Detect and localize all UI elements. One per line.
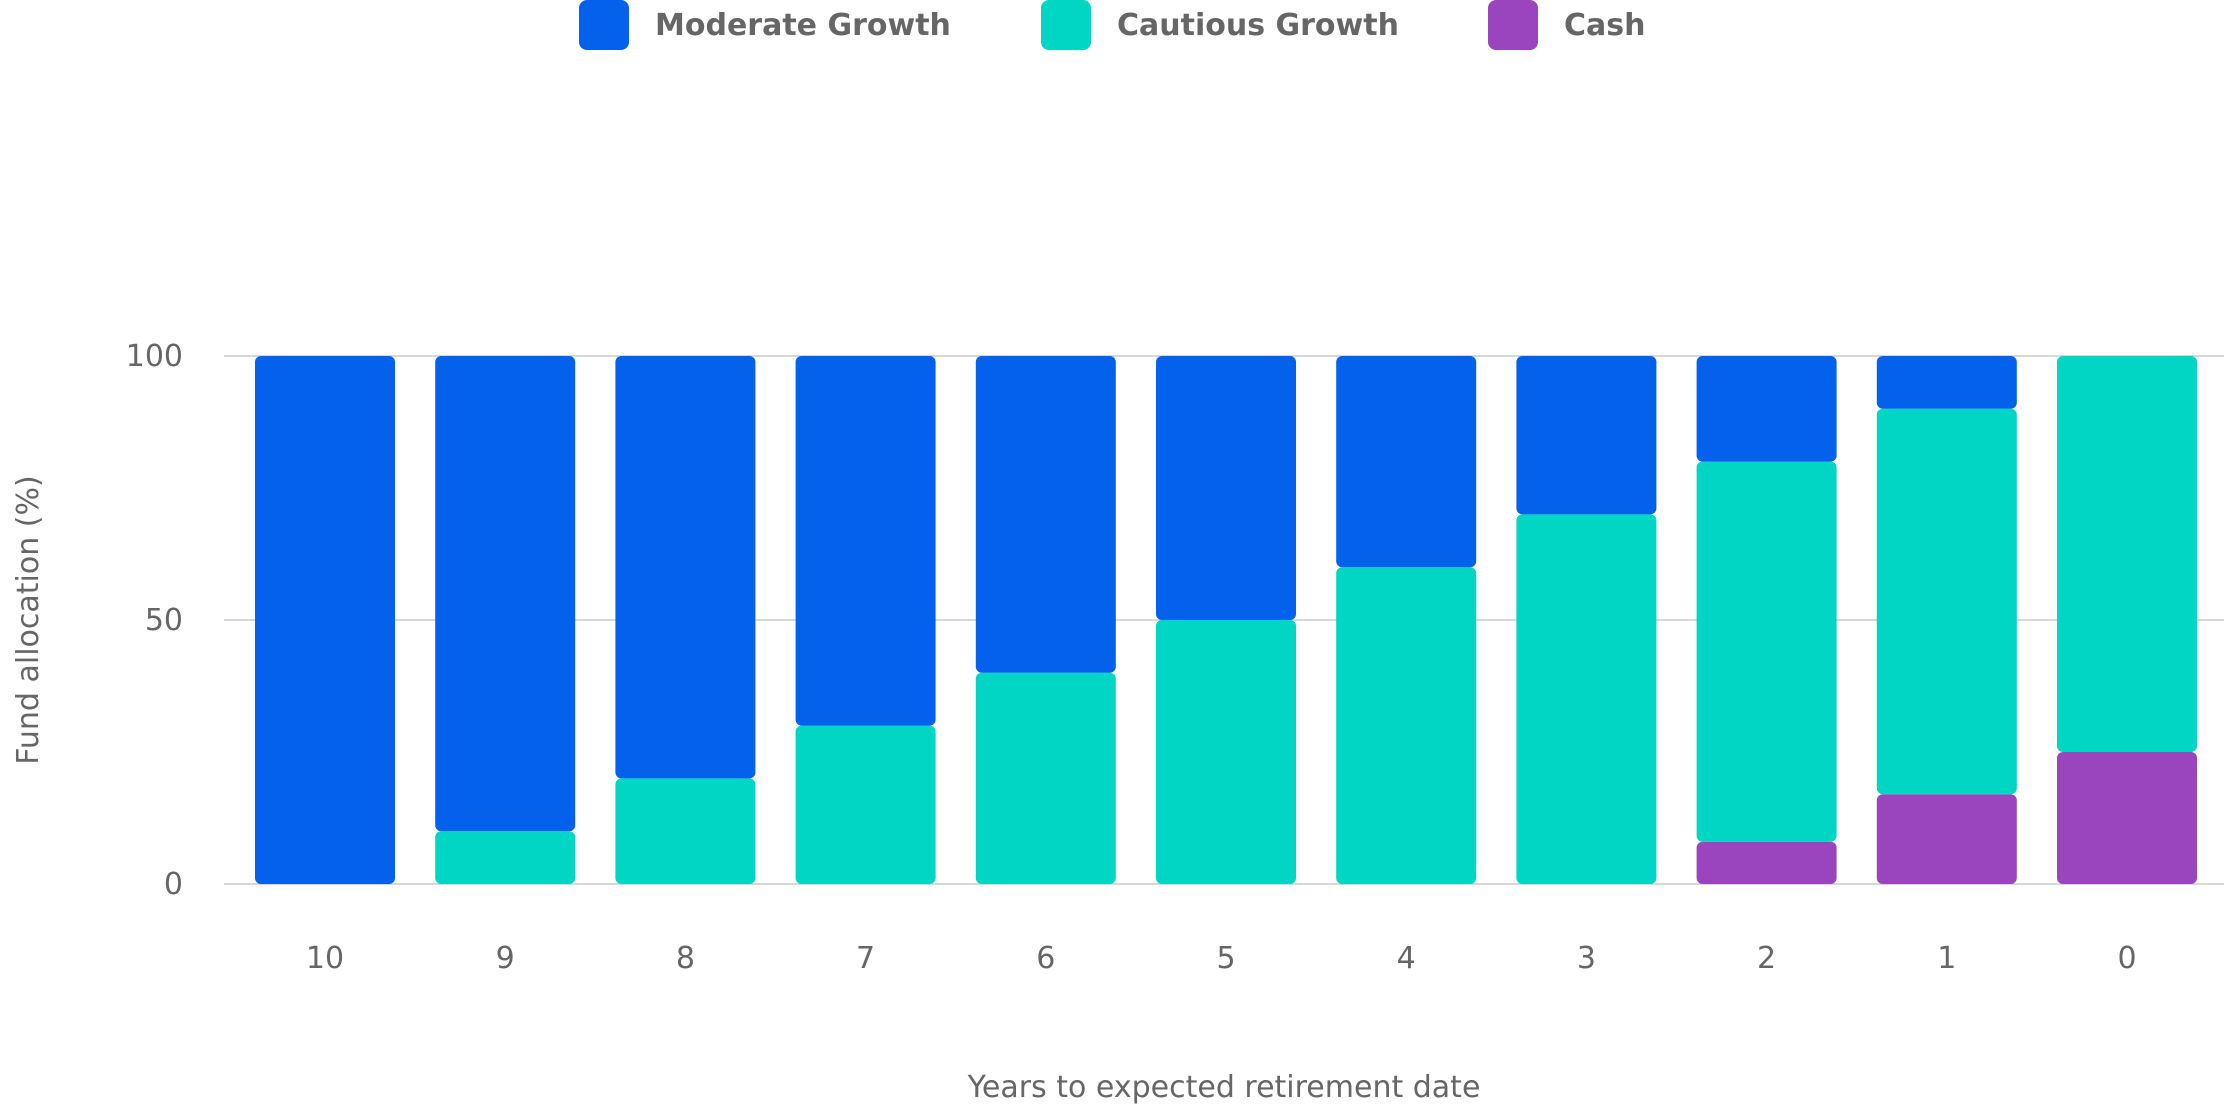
bar-cash-2[interactable] xyxy=(1696,841,1837,884)
bar-cash-0[interactable] xyxy=(2057,752,2197,884)
x-tick-label-7: 7 xyxy=(856,941,875,976)
x-tick-label-0: 0 xyxy=(2117,941,2136,976)
bar-cautious-growth-3[interactable] xyxy=(1516,514,1657,884)
x-tick-labels: 10 9 8 7 6 5 4 3 2 1 0 xyxy=(306,941,2137,976)
bar-cautious-growth-2[interactable] xyxy=(1696,461,1837,842)
bar-moderate-growth-5[interactable] xyxy=(1156,356,1296,620)
legend-swatch-moderate-growth xyxy=(579,0,629,50)
x-tick-label-8: 8 xyxy=(676,941,695,976)
x-tick-label-3: 3 xyxy=(1577,941,1596,976)
bar-cautious-growth-7[interactable] xyxy=(795,725,936,884)
bar-cautious-growth-6[interactable] xyxy=(975,672,1116,884)
x-tick-label-2: 2 xyxy=(1757,941,1776,976)
x-tick-label-6: 6 xyxy=(1036,941,1055,976)
bar-moderate-growth-8[interactable] xyxy=(615,356,756,779)
y-axis-label: Fund allocation (%) xyxy=(11,475,46,764)
y-tick-label-0: 0 xyxy=(164,867,183,902)
x-tick-label-1: 1 xyxy=(1937,941,1956,976)
legend-item-cautious-growth[interactable]: Cautious Growth xyxy=(1041,0,1399,50)
legend-swatch-cautious-growth xyxy=(1041,0,1091,50)
legend-label-cash: Cash xyxy=(1564,7,1646,43)
bar-moderate-growth-10[interactable] xyxy=(255,356,395,884)
bar-cautious-growth-9[interactable] xyxy=(435,831,576,884)
y-tick-label-50: 50 xyxy=(145,603,183,638)
bars xyxy=(255,356,2197,884)
bar-cautious-growth-4[interactable] xyxy=(1336,567,1477,884)
bar-moderate-growth-1[interactable] xyxy=(1876,356,2017,409)
legend-label-moderate-growth: Moderate Growth xyxy=(655,7,951,43)
y-tick-labels: 0 50 100 xyxy=(126,339,183,902)
legend: Moderate Growth Cautious Growth Cash xyxy=(0,0,2224,60)
bar-cash-1[interactable] xyxy=(1876,794,2017,884)
bar-cautious-growth-1[interactable] xyxy=(1876,408,2017,795)
bar-moderate-growth-7[interactable] xyxy=(795,356,936,726)
legend-label-cautious-growth: Cautious Growth xyxy=(1117,7,1399,43)
x-tick-label-5: 5 xyxy=(1216,941,1235,976)
legend-item-cash[interactable]: Cash xyxy=(1488,0,1645,50)
bar-moderate-growth-3[interactable] xyxy=(1516,356,1657,515)
bar-moderate-growth-2[interactable] xyxy=(1696,356,1837,462)
bar-moderate-growth-9[interactable] xyxy=(435,356,576,832)
bar-moderate-growth-6[interactable] xyxy=(975,356,1116,673)
bar-cautious-growth-8[interactable] xyxy=(615,778,756,884)
x-axis-label: Years to expected retirement date xyxy=(967,1070,1481,1105)
bar-cautious-growth-0[interactable] xyxy=(2057,356,2197,752)
x-tick-label-9: 9 xyxy=(496,941,515,976)
bar-moderate-growth-4[interactable] xyxy=(1336,356,1477,568)
legend-item-moderate-growth[interactable]: Moderate Growth xyxy=(579,0,951,50)
bar-cautious-growth-5[interactable] xyxy=(1156,620,1296,884)
y-tick-label-100: 100 xyxy=(126,339,183,374)
x-tick-label-4: 4 xyxy=(1397,941,1416,976)
x-tick-label-10: 10 xyxy=(306,941,344,976)
legend-swatch-cash xyxy=(1488,0,1538,50)
